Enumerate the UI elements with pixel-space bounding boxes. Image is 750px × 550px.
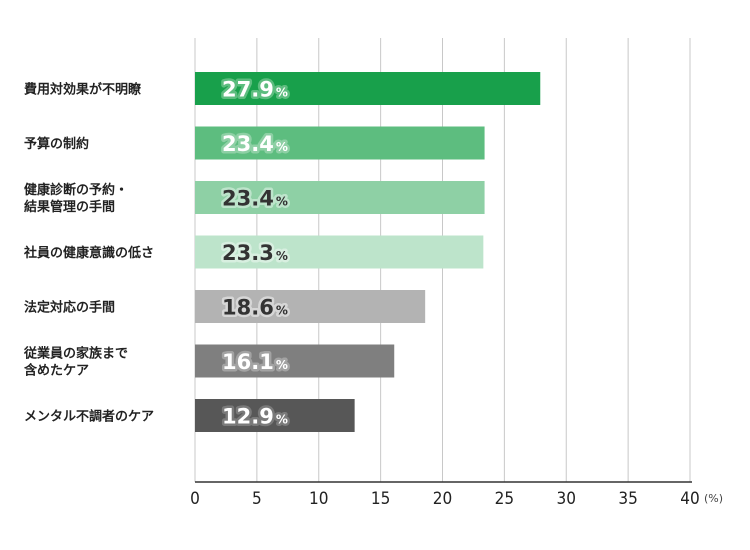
data-label-percent: %	[276, 413, 288, 427]
x-tick-label: 35	[618, 489, 637, 509]
data-label-value: 18.6	[222, 296, 274, 320]
bar	[195, 235, 484, 269]
data-label: 23.4%	[222, 187, 288, 211]
bar	[195, 399, 355, 432]
x-tick-label: 10	[309, 489, 328, 509]
bar	[195, 344, 395, 378]
bars	[195, 72, 541, 432]
category-label: 含めたケア	[23, 363, 89, 379]
category-label: 健康診断の予約・	[24, 182, 128, 198]
bar	[195, 126, 485, 160]
category-label: 費用対効果が不明瞭	[24, 82, 142, 98]
bar	[195, 290, 426, 323]
data-label: 23.3%	[222, 241, 288, 265]
x-tick-label: 25	[495, 489, 514, 509]
x-tick-label: 20	[433, 489, 452, 509]
data-label-percent: %	[276, 195, 288, 209]
data-label-value: 23.4	[222, 187, 274, 211]
data-label-percent: %	[276, 304, 288, 318]
category-label: 社員の健康意識の低さ	[23, 245, 154, 261]
category-label: メンタル不調者のケア	[24, 409, 154, 425]
data-label-percent: %	[276, 140, 288, 154]
category-label: 結果管理の手間	[24, 199, 115, 215]
bar	[195, 72, 541, 105]
value-labels: 27.9 %23.4 %23.4 %23.3 %18.6 %16.1 %12.9%	[220, 75, 291, 431]
x-unit-label: (%)	[704, 492, 723, 505]
data-label-percent: %	[276, 358, 288, 372]
category-label: 予算の制約	[24, 136, 89, 152]
data-label-percent: %	[276, 249, 288, 263]
category-label: 法定対応の手間	[24, 300, 115, 316]
data-label-value: 16.1	[222, 350, 274, 374]
bar	[195, 181, 485, 214]
x-tick-label: 40	[680, 489, 699, 509]
data-label-value: 27.9	[222, 78, 274, 102]
data-label: 27.9%	[222, 78, 288, 102]
data-label: 18.6%	[222, 296, 288, 320]
x-tick-label: 5	[252, 489, 262, 509]
x-tick-label: 0	[190, 489, 200, 509]
data-label: 16.1%	[222, 350, 288, 374]
data-label-value: 23.3	[222, 241, 274, 265]
x-tick-label: 15	[371, 489, 390, 509]
data-label-value: 23.4	[222, 132, 274, 156]
category-labels: 費用対効果が不明瞭予算の制約健康診断の予約・結果管理の手間社員の健康意識の低さ法…	[23, 82, 154, 425]
data-label: 12.9%	[222, 405, 288, 429]
data-label: 23.4%	[222, 132, 288, 156]
data-label-percent: %	[276, 86, 288, 100]
data-label-value: 12.9	[222, 405, 274, 429]
x-tick-label: 30	[557, 489, 576, 509]
x-tick-labels: 0 5 10 15 20 25 30 35 40	[190, 489, 700, 509]
category-label: 従業員の家族まで	[23, 346, 128, 362]
